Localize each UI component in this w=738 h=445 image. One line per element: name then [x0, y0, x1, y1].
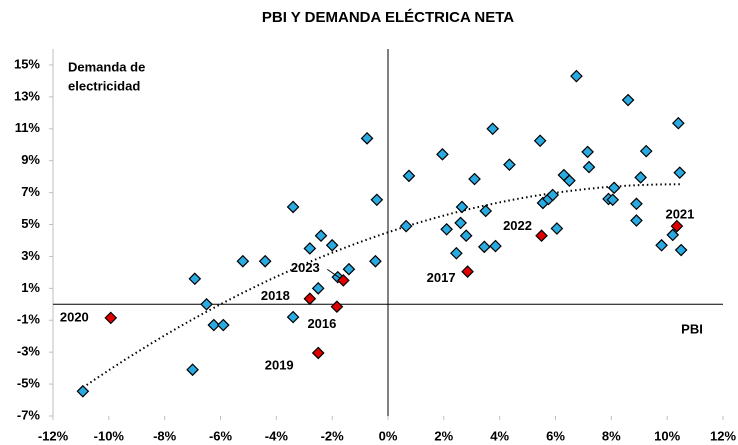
x-tick-label: 2% [434, 428, 453, 443]
point [630, 214, 643, 227]
point-label: 2021 [665, 207, 694, 222]
point [186, 363, 199, 377]
point [303, 292, 317, 306]
point [188, 272, 202, 286]
x-tick-label: 10% [654, 428, 680, 443]
point [607, 181, 621, 195]
point-label: 2016 [307, 316, 336, 331]
point [104, 311, 118, 325]
y-tick-label: -1% [17, 312, 41, 327]
point-label: 2019 [265, 357, 294, 372]
point-label: 2020 [60, 309, 89, 324]
x-tick-label: 0% [379, 428, 398, 443]
point [258, 254, 272, 268]
point [454, 216, 467, 230]
y-tick-label: -5% [17, 376, 41, 391]
point [311, 346, 325, 360]
y-axis-label: electricidad [68, 78, 140, 93]
point [533, 134, 547, 148]
point [207, 318, 221, 332]
point [655, 238, 668, 252]
point [634, 171, 647, 184]
point [535, 229, 548, 243]
point [630, 197, 643, 211]
y-tick-label: 3% [21, 248, 40, 263]
point [286, 310, 300, 324]
point [621, 93, 635, 107]
point [673, 166, 687, 180]
point [671, 116, 685, 130]
x-tick-label: 6% [546, 428, 565, 443]
y-tick-label: -7% [17, 407, 41, 422]
point [459, 229, 473, 243]
y-tick-label: 13% [14, 88, 40, 103]
point-label: 2017 [427, 270, 456, 285]
point [360, 132, 374, 145]
point [674, 243, 688, 257]
point [489, 239, 502, 253]
point [606, 193, 620, 207]
point [399, 219, 413, 233]
y-tick-label: 7% [21, 184, 40, 199]
y-tick-label: 9% [21, 152, 40, 167]
x-axis-label: PBI [681, 321, 703, 336]
point [666, 228, 680, 242]
point [370, 193, 384, 207]
point [450, 246, 463, 260]
point [342, 262, 356, 276]
point [550, 222, 564, 235]
point [503, 158, 516, 172]
point [670, 219, 684, 233]
point [286, 200, 300, 214]
y-axis-label: Demanda de [68, 59, 145, 74]
leader-line [327, 268, 341, 279]
chart-title: PBI Y DEMANDA ELÉCTRICA NETA [262, 9, 514, 26]
point [479, 204, 493, 218]
point [325, 238, 339, 252]
point [336, 274, 350, 287]
y-tick-label: -3% [17, 344, 41, 359]
point [200, 297, 213, 311]
point [486, 122, 500, 136]
point [563, 174, 576, 187]
point [461, 265, 474, 278]
point-label: 2023 [291, 260, 320, 275]
point [582, 160, 596, 174]
point [639, 144, 653, 158]
point-label: 2018 [261, 288, 290, 303]
x-tick-label: -12% [38, 428, 69, 443]
point [311, 281, 325, 295]
x-tick-label: -2% [321, 428, 345, 443]
x-tick-label: 4% [490, 428, 509, 443]
trendline [82, 183, 682, 389]
x-tick-label: 12% [710, 428, 736, 443]
x-tick-label: 8% [602, 428, 621, 443]
point [369, 254, 382, 268]
point [303, 242, 317, 255]
point [236, 254, 250, 268]
y-tick-label: 1% [21, 280, 40, 295]
point [440, 222, 453, 236]
x-tick-label: -6% [209, 428, 233, 443]
point [468, 172, 481, 186]
x-tick-label: -8% [153, 428, 177, 443]
y-tick-label: 5% [21, 216, 40, 231]
y-tick-label: 11% [15, 120, 41, 135]
point [581, 145, 594, 159]
point [477, 240, 491, 254]
point [216, 318, 230, 332]
point [402, 169, 416, 183]
y-tick-label: 15% [14, 56, 40, 71]
point [546, 188, 560, 202]
point [330, 300, 344, 314]
point [76, 384, 90, 398]
point [455, 200, 469, 214]
x-tick-label: -10% [94, 428, 125, 443]
point-label: 2022 [503, 218, 532, 233]
point [314, 229, 328, 243]
point [570, 69, 583, 83]
point [436, 147, 449, 161]
x-tick-label: -4% [265, 428, 289, 443]
